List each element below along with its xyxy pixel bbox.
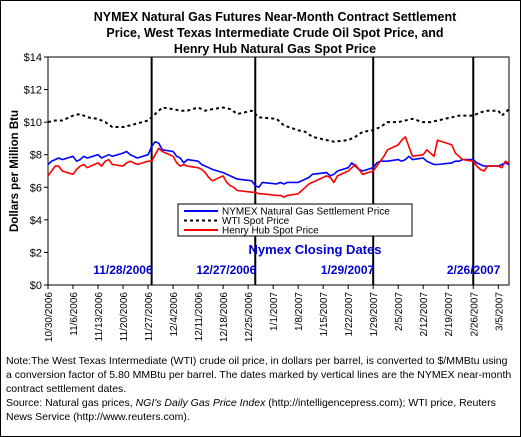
y-tick-label: $12 [24, 85, 42, 97]
x-tick-label: 11/6/2006 [69, 292, 80, 336]
x-tick-label: 1/8/2007 [294, 292, 305, 331]
x-tick-label: 12/4/2006 [169, 292, 180, 337]
x-tick-label: 1/29/2007 [369, 292, 380, 337]
x-tick-label: 2/19/2007 [444, 292, 455, 337]
x-tick-label: 12/11/2006 [194, 292, 205, 342]
y-axis-label: Dollars per Million Btu [9, 110, 21, 232]
chart-title: NYMEX Natural Gas Futures Near-Month Con… [93, 10, 457, 56]
x-tick-label: 12/25/2006 [244, 292, 255, 342]
source-prefix: Source: Natural gas prices, [6, 397, 136, 409]
x-tick-label: 2/26/2007 [469, 292, 480, 337]
y-tick-label: $14 [24, 52, 42, 64]
closing-date-label: 1/29/2007 [321, 263, 375, 277]
legend-label: WTI Spot Price [222, 216, 290, 227]
plot-area [47, 56, 510, 286]
x-tick-label: 2/12/2007 [419, 292, 430, 337]
closing-date-label: 2/26/2007 [447, 263, 501, 277]
y-tick-label: $4 [30, 215, 42, 227]
y-tick-label: $10 [24, 117, 42, 129]
x-tick-label: 2/5/2007 [394, 292, 405, 331]
x-tick-label: 3/5/2007 [494, 292, 505, 331]
closing-date-label: 11/28/2006 [93, 263, 153, 277]
y-tick-label: $2 [30, 247, 42, 259]
x-tick-label: 11/27/2006 [144, 292, 155, 342]
x-tick-label: 11/13/2006 [94, 292, 105, 342]
series-line-0 [47, 140, 510, 189]
note-text: Note:The West Texas Intermediate (WTI) c… [6, 355, 512, 395]
x-tick-label: 12/18/2006 [219, 292, 230, 342]
series-line-1 [47, 106, 510, 143]
chart-note: Note:The West Texas Intermediate (WTI) c… [6, 354, 516, 424]
x-tick-label: 11/20/2006 [119, 292, 130, 342]
x-tick-label: 1/1/2007 [269, 292, 280, 331]
series-line-2 [47, 136, 510, 198]
y-tick-label: $6 [30, 182, 42, 194]
y-tick-label: $8 [30, 150, 42, 162]
closing-date-label: 12/27/2006 [196, 263, 256, 277]
x-tick-label: 1/15/2007 [319, 292, 330, 337]
x-tick-label: 1/22/2007 [344, 292, 355, 337]
source-text: Source: Natural gas prices, NGI's Daily … [6, 396, 516, 424]
chart-canvas: $0 $2 $4 $6 $8 $10 $12 $14 Dollars per Million B… [9, 52, 510, 342]
y-tick-label: $0 [30, 280, 42, 292]
legend-label: NYMEX Natural Gas Settlement Price [222, 207, 390, 218]
x-tick-label: 10/30/2006 [44, 292, 55, 342]
source-rest: (http://intelligencepress.com); WTI pric… [6, 397, 496, 423]
source-italic: NGI's Daily Gas Price Index [135, 397, 266, 409]
legend-label: Henry Hub Spot Price [222, 226, 319, 237]
closing-dates-heading: Nymex Closing Dates [249, 242, 382, 257]
